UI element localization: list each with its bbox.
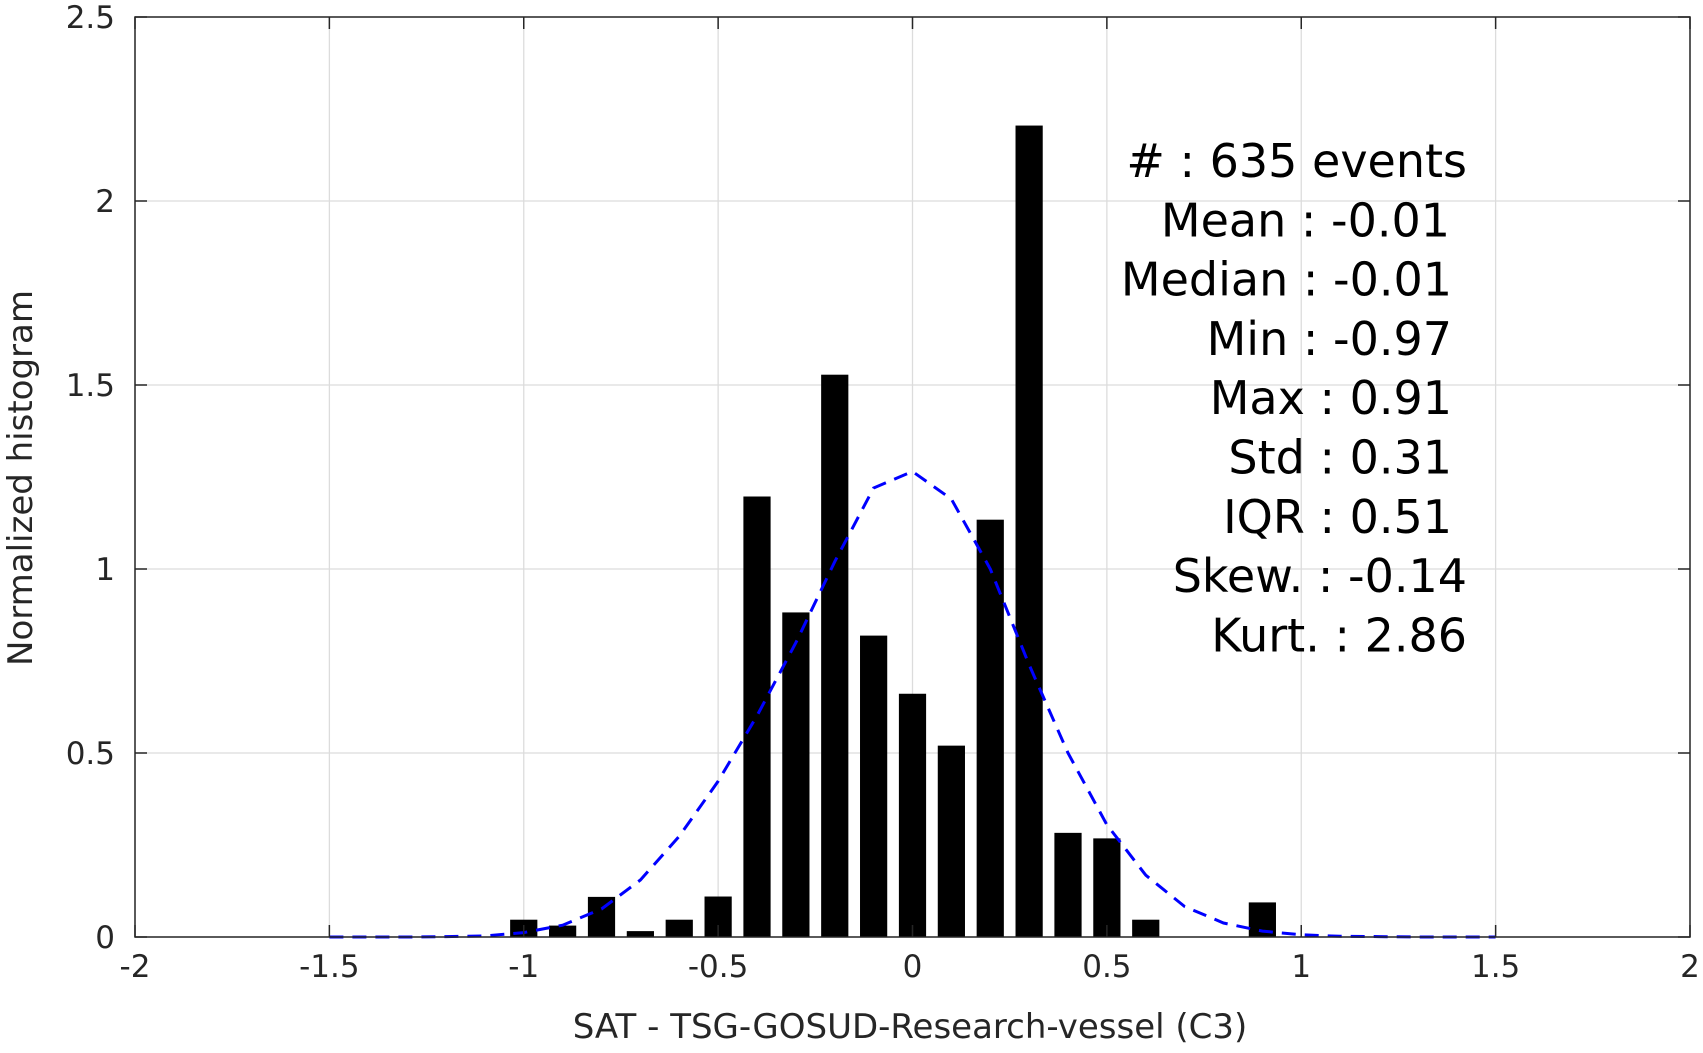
histogram-bar xyxy=(743,496,771,937)
y-axis-title: Normalized histogram xyxy=(1,290,41,666)
x-tick-label: 0 xyxy=(903,949,923,985)
histogram-bar xyxy=(937,745,965,937)
x-axis-title: SAT - TSG-GOSUD-Research-vessel (C3) xyxy=(573,1007,1248,1047)
stat-line: # : 635 events xyxy=(1126,134,1467,188)
stat-line: IQR : 0.51 xyxy=(1223,490,1452,544)
stat-line: Std : 0.31 xyxy=(1228,431,1452,485)
histogram-bar xyxy=(976,519,1004,937)
axis-ticks xyxy=(134,16,1691,938)
histogram-bar xyxy=(665,919,693,937)
x-tick-label: -0.5 xyxy=(688,949,749,985)
stat-line: Median : -0.01 xyxy=(1121,253,1452,307)
histogram-bar xyxy=(1015,125,1043,937)
x-tick-label: -1 xyxy=(508,949,539,985)
x-tick-label: -1.5 xyxy=(299,949,360,985)
x-tick-label: -2 xyxy=(120,949,151,985)
histogram-bar xyxy=(1054,832,1082,937)
x-tick-labels: -2 -1.5 -1 -0.5 0 0.5 1 1.5 2 xyxy=(120,949,1700,985)
histogram-bar xyxy=(782,612,810,937)
histogram-bar xyxy=(860,635,888,937)
y-tick-label: 0.5 xyxy=(66,736,115,772)
histogram-bar xyxy=(1093,838,1121,937)
y-tick-labels: 0 0.5 1 1.5 2 2.5 xyxy=(66,0,115,956)
x-tick-label: 0.5 xyxy=(1082,949,1131,985)
x-tick-label: 2 xyxy=(1680,949,1700,985)
stat-line: Skew. : -0.14 xyxy=(1173,549,1467,603)
y-tick-label: 2.5 xyxy=(66,0,115,36)
stat-line: Max : 0.91 xyxy=(1210,371,1452,425)
histogram-bar xyxy=(626,931,654,937)
y-tick-label: 2 xyxy=(95,184,115,220)
y-tick-label: 1 xyxy=(95,552,115,588)
histogram-bars xyxy=(510,125,1276,937)
histogram-bar xyxy=(1132,919,1160,937)
histogram-bar xyxy=(898,693,927,937)
y-tick-label: 0 xyxy=(95,920,115,956)
x-tick-label: 1 xyxy=(1291,949,1311,985)
stat-line: Mean : -0.01 xyxy=(1161,193,1450,247)
stat-line: Kurt. : 2.86 xyxy=(1211,608,1467,662)
histogram-bar xyxy=(821,374,849,937)
x-tick-label: 1.5 xyxy=(1471,949,1520,985)
y-tick-label: 1.5 xyxy=(66,368,115,404)
histogram-bar xyxy=(549,925,577,937)
stat-line: Min : -0.97 xyxy=(1207,312,1452,366)
